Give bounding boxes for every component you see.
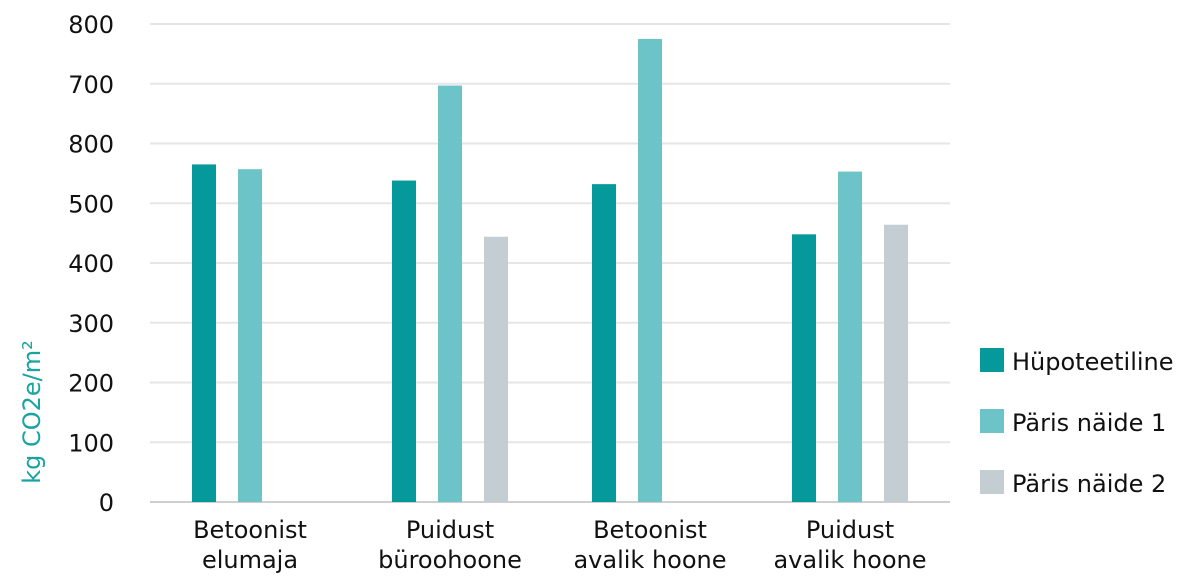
bar-2-4 bbox=[838, 171, 862, 502]
x-tick-label-line: elumaja bbox=[202, 546, 298, 574]
legend-label: Hüpoteetiline bbox=[1012, 348, 1174, 376]
bar-2-3 bbox=[638, 38, 662, 502]
bar-3-4 bbox=[884, 224, 908, 502]
bar-1-1 bbox=[192, 164, 216, 502]
bar-1-3 bbox=[592, 184, 616, 502]
x-tick-label-line: Betoonist bbox=[593, 516, 707, 544]
y-axis-tick-labels: 0 100 200 300 400 500 800 700 800 bbox=[68, 11, 114, 517]
x-tick-label: Puidust avalik hoone bbox=[773, 516, 926, 574]
x-tick-label-line: Puidust bbox=[406, 516, 494, 544]
y-tick-label: 0 bbox=[99, 489, 114, 517]
bars bbox=[192, 38, 908, 503]
legend-swatch bbox=[980, 348, 1004, 372]
y-tick-label: 300 bbox=[68, 310, 114, 338]
y-tick-label: 100 bbox=[68, 429, 114, 457]
legend-swatch bbox=[980, 409, 1004, 433]
gridlines bbox=[150, 23, 950, 503]
y-tick-label: 400 bbox=[68, 250, 114, 278]
y-tick-label: 800 bbox=[68, 11, 114, 39]
y-tick-label: 500 bbox=[68, 190, 114, 218]
y-tick-label: 800 bbox=[68, 131, 114, 159]
y-tick-label: 700 bbox=[68, 71, 114, 99]
legend: Hüpoteetiline Päris näide 1 Päris näide 2 bbox=[980, 348, 1174, 498]
legend-swatch bbox=[980, 470, 1004, 494]
x-tick-label-line: Betoonist bbox=[193, 516, 307, 544]
x-tick-label: Betoonist avalik hoone bbox=[573, 516, 726, 574]
x-tick-label-line: büroohoone bbox=[378, 546, 522, 574]
x-tick-label-line: avalik hoone bbox=[573, 546, 726, 574]
legend-label: Päris näide 2 bbox=[1012, 470, 1166, 498]
x-tick-label-line: avalik hoone bbox=[773, 546, 926, 574]
bar-1-2 bbox=[392, 180, 416, 503]
bar-2-2 bbox=[438, 85, 462, 502]
x-tick-label-line: Puidust bbox=[806, 516, 894, 544]
bar-2-1 bbox=[238, 169, 262, 502]
y-axis-label: kg CO2e/m² bbox=[18, 340, 46, 484]
legend-label: Päris näide 1 bbox=[1012, 409, 1166, 437]
y-tick-label: 200 bbox=[68, 370, 114, 398]
x-tick-label: Betoonist elumaja bbox=[193, 516, 307, 574]
x-tick-label: Puidust büroohoone bbox=[378, 516, 522, 574]
bar-3-2 bbox=[484, 236, 508, 502]
bar-1-4 bbox=[792, 234, 816, 502]
